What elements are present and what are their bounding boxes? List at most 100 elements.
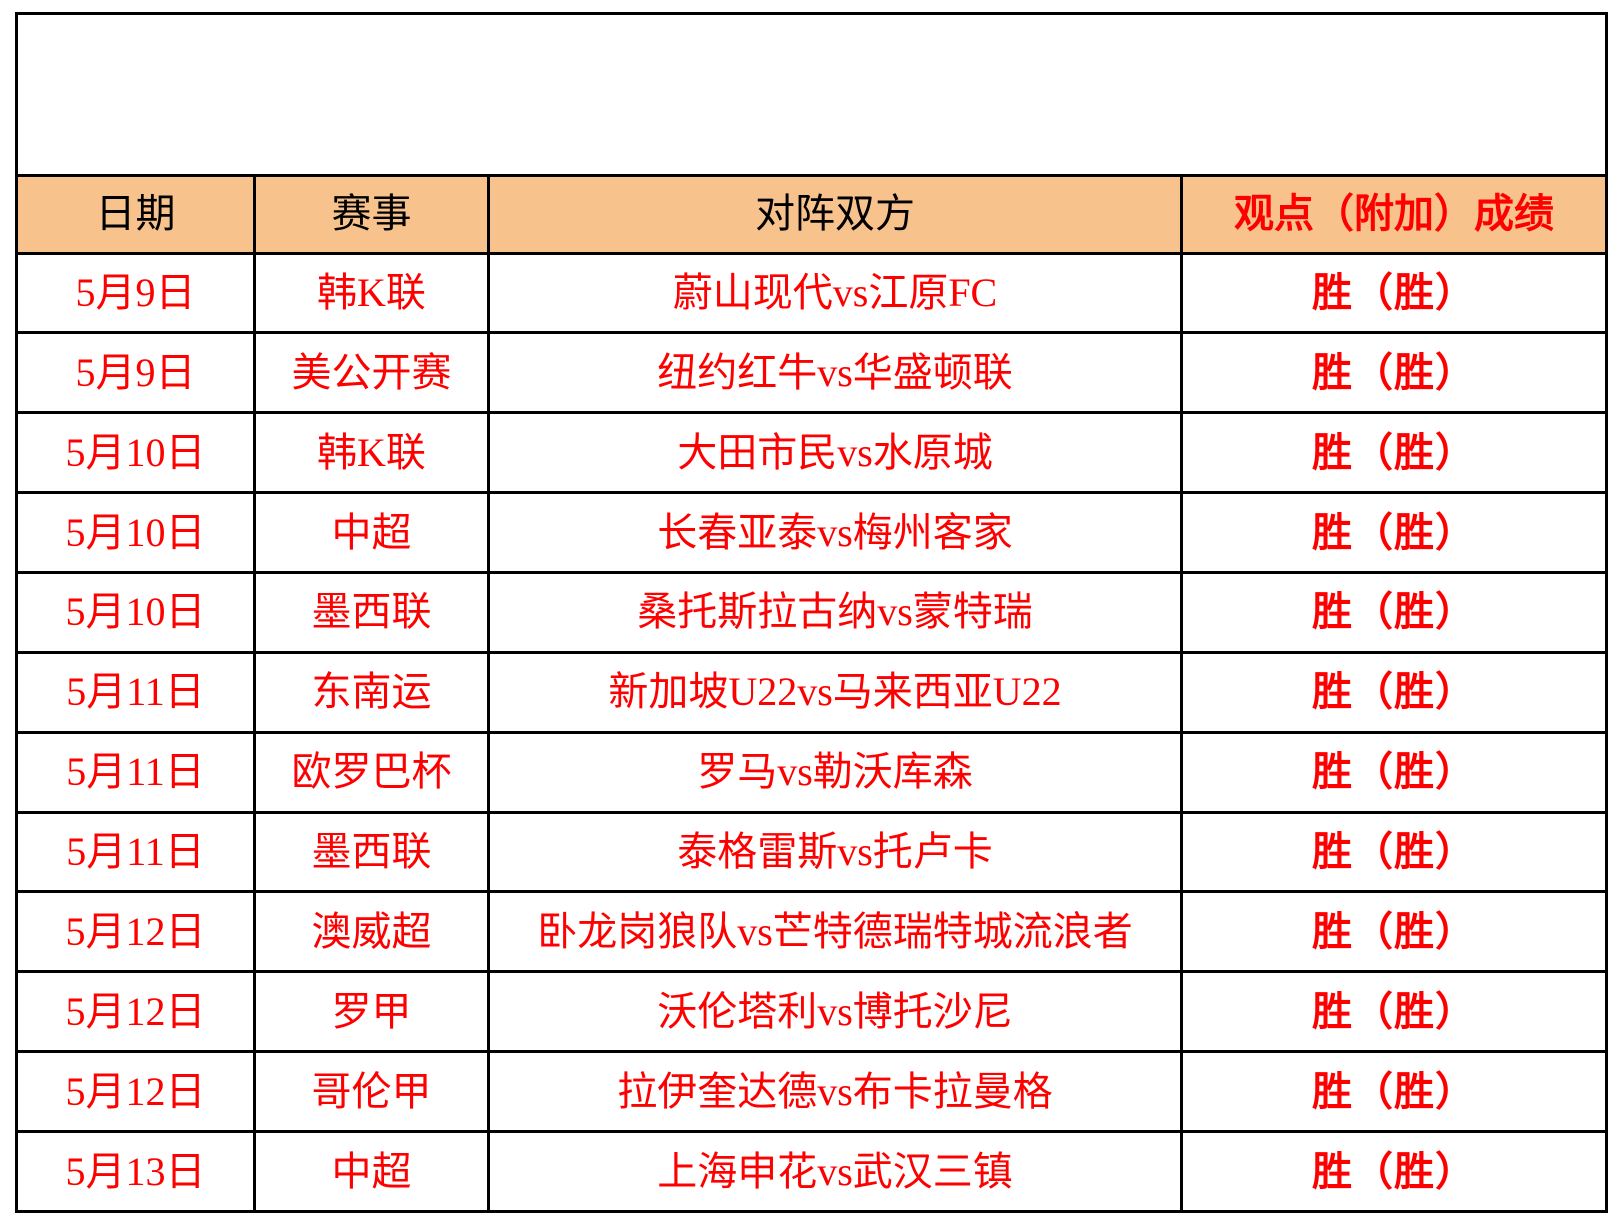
table-row: 5月11日 东南运 新加坡U22vs马来西亚U22 胜（胜）: [15, 650, 1609, 734]
result-value: 胜（胜）: [1312, 908, 1476, 954]
cell-date: 5月11日: [15, 810, 256, 894]
result-value: 胜（胜）: [1312, 749, 1476, 795]
match-value: 卧龙岗狼队vs芒特德瑞特城流浪者: [537, 908, 1133, 954]
table-row: 5月9日 美公开赛 纽约红牛vs华盛顿联 胜（胜）: [15, 331, 1609, 415]
cell-date: 5月10日: [15, 571, 256, 654]
table-row: 5月10日 墨西联 桑托斯拉古纳vs蒙特瑞 胜（胜）: [15, 571, 1609, 654]
league-value: 中超: [331, 509, 412, 555]
cell-date: 5月12日: [15, 1050, 256, 1134]
league-value: 东南运: [311, 669, 432, 715]
cell-league: 墨西联: [253, 571, 490, 654]
winning-streak-table: 5月9日-5月13日勇夺12连胜 日期 赛事 对阵双方 观点（附加）成绩: [14, 12, 1609, 1213]
cell-match: 罗马vs勒沃库森: [487, 730, 1183, 814]
result-value: 胜（胜）: [1312, 429, 1476, 475]
cell-league: 韩K联: [253, 251, 490, 335]
cell-result: 胜（胜）: [1179, 251, 1609, 335]
cell-league: 哥伦甲: [253, 1050, 490, 1134]
cell-match: 新加坡U22vs马来西亚U22: [487, 650, 1183, 734]
result-value: 胜（胜）: [1312, 270, 1476, 315]
date-value: 5月11日: [66, 829, 205, 875]
table-row: 5月11日 欧罗巴杯 罗马vs勒沃库森 胜（胜）: [15, 730, 1609, 814]
cell-match: 蔚山现代vs江原FC: [487, 251, 1183, 335]
date-value: 5月13日: [65, 1148, 206, 1194]
league-value: 韩K联: [317, 429, 426, 475]
cell-match: 拉伊奎达德vs布卡拉曼格: [487, 1050, 1183, 1134]
table-body: 5月9日-5月13日勇夺12连胜 日期 赛事 对阵双方 观点（附加）成绩: [14, 12, 1609, 1213]
league-value: 罗甲: [331, 988, 412, 1034]
result-value: 胜（胜）: [1312, 669, 1476, 715]
result-value: 胜（胜）: [1312, 509, 1476, 555]
cell-date: 5月11日: [15, 650, 256, 734]
result-value: 胜（胜）: [1312, 589, 1476, 635]
table-row: 5月10日 中超 长春亚泰vs梅州客家 胜（胜）: [15, 491, 1609, 575]
cell-league: 欧罗巴杯: [253, 730, 490, 814]
date-value: 5月11日: [66, 669, 205, 715]
column-header-league-label: 赛事: [331, 191, 412, 237]
banner-cell: 5月9日-5月13日勇夺12连胜: [14, 12, 1609, 177]
date-value: 5月10日: [65, 589, 206, 635]
cell-date: 5月9日: [15, 331, 256, 415]
table-row: 5月10日 韩K联 大田市民vs水原城 胜（胜）: [15, 411, 1609, 495]
cell-match: 桑托斯拉古纳vs蒙特瑞: [487, 571, 1183, 654]
result-value: 胜（胜）: [1312, 349, 1476, 395]
table-row: 5月13日 中超 上海申花vs武汉三镇 胜（胜）: [15, 1130, 1609, 1213]
cell-league: 东南运: [253, 650, 490, 734]
league-value: 欧罗巴杯: [291, 749, 452, 795]
cell-result: 胜（胜）: [1179, 331, 1609, 415]
match-value: 蔚山现代vs江原FC: [672, 270, 998, 315]
cell-match: 大田市民vs水原城: [487, 411, 1183, 495]
cell-result: 胜（胜）: [1179, 970, 1609, 1054]
cell-date: 5月12日: [15, 890, 256, 974]
cell-league: 韩K联: [253, 411, 490, 495]
league-value: 哥伦甲: [311, 1068, 432, 1114]
column-header-match-label: 对阵双方: [755, 191, 915, 237]
cell-league: 澳威超: [253, 890, 490, 974]
column-header-result-label: 观点（附加）成绩: [1234, 191, 1554, 237]
match-value: 沃伦塔利vs博托沙尼: [657, 988, 1013, 1034]
column-header-date-label: 日期: [95, 191, 176, 237]
cell-date: 5月13日: [15, 1130, 256, 1213]
match-value: 桑托斯拉古纳vs蒙特瑞: [637, 589, 1033, 635]
league-value: 中超: [331, 1148, 412, 1194]
league-value: 墨西联: [311, 829, 432, 875]
league-value: 美公开赛: [291, 349, 452, 395]
cell-match: 长春亚泰vs梅州客家: [487, 491, 1183, 575]
match-value: 拉伊奎达德vs布卡拉曼格: [617, 1068, 1053, 1114]
table-row: 5月12日 澳威超 卧龙岗狼队vs芒特德瑞特城流浪者 胜（胜）: [15, 890, 1609, 974]
cell-match: 泰格雷斯vs托卢卡: [487, 810, 1183, 894]
table-container: 5月9日-5月13日勇夺12连胜 日期 赛事 对阵双方 观点（附加）成绩: [14, 12, 1609, 1213]
column-header-match: 对阵双方: [487, 173, 1183, 255]
match-value: 大田市民vs水原城: [677, 429, 993, 475]
table-header-row: 日期 赛事 对阵双方 观点（附加）成绩: [15, 173, 1609, 255]
table-row: 5月9日 韩K联 蔚山现代vs江原FC 胜（胜）: [15, 251, 1609, 335]
cell-result: 胜（胜）: [1179, 1050, 1609, 1134]
date-value: 5月11日: [66, 749, 205, 795]
league-value: 韩K联: [317, 270, 426, 315]
date-value: 5月10日: [65, 509, 206, 555]
cell-result: 胜（胜）: [1179, 411, 1609, 495]
cell-match: 卧龙岗狼队vs芒特德瑞特城流浪者: [487, 890, 1183, 974]
banner-row: 5月9日-5月13日勇夺12连胜: [14, 12, 1609, 177]
cell-result: 胜（胜）: [1179, 491, 1609, 575]
cell-league: 美公开赛: [253, 331, 490, 415]
cell-league: 墨西联: [253, 810, 490, 894]
cell-date: 5月11日: [15, 730, 256, 814]
cell-date: 5月9日: [15, 251, 256, 335]
match-value: 罗马vs勒沃库森: [697, 749, 973, 795]
column-header-league: 赛事: [253, 173, 490, 255]
match-value: 纽约红牛vs华盛顿联: [657, 349, 1013, 395]
cell-match: 沃伦塔利vs博托沙尼: [487, 970, 1183, 1054]
result-value: 胜（胜）: [1312, 988, 1476, 1034]
cell-league: 中超: [253, 491, 490, 575]
cell-result: 胜（胜）: [1179, 810, 1609, 894]
cell-match: 上海申花vs武汉三镇: [487, 1130, 1183, 1213]
cell-league: 罗甲: [253, 970, 490, 1054]
cell-result: 胜（胜）: [1179, 890, 1609, 974]
result-value: 胜（胜）: [1312, 1068, 1476, 1114]
date-value: 5月12日: [65, 988, 206, 1034]
date-value: 5月9日: [75, 349, 196, 395]
table-row: 5月12日 罗甲 沃伦塔利vs博托沙尼 胜（胜）: [15, 970, 1609, 1054]
table-row: 5月12日 哥伦甲 拉伊奎达德vs布卡拉曼格 胜（胜）: [15, 1050, 1609, 1134]
match-value: 新加坡U22vs马来西亚U22: [608, 669, 1062, 715]
